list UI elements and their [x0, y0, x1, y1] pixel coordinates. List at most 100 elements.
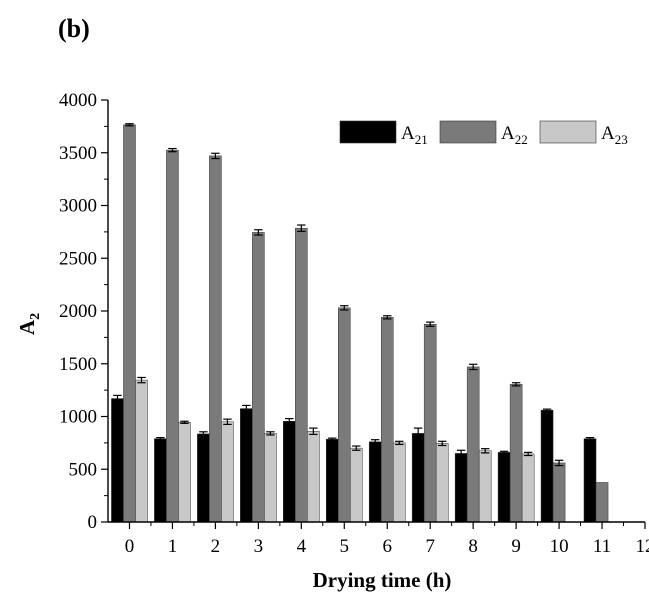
error-bar-21-10	[542, 408, 552, 412]
error-bar-22-5	[340, 305, 349, 311]
legend-item-21: A21	[339, 120, 428, 147]
error-bar-23-3	[266, 431, 275, 436]
bar-22-2	[209, 155, 222, 523]
x-tick-label-7: 7	[425, 536, 435, 557]
bar-23-2	[221, 421, 234, 523]
error-bar-21-3	[242, 404, 251, 413]
y-axis-title: A2	[15, 313, 43, 335]
y-tick-label-2500: 2500	[59, 248, 97, 269]
bar-23-5	[350, 447, 363, 523]
y-tick-label-500: 500	[69, 459, 98, 480]
bar-22-3	[252, 232, 265, 523]
error-bar-23-1	[180, 420, 189, 424]
x-axis-title: Drying time (h)	[313, 568, 452, 592]
error-bar-22-10	[554, 459, 564, 467]
bar-23-9	[521, 453, 535, 523]
error-bar-22-2	[211, 152, 220, 160]
axes-layer	[101, 99, 646, 529]
y-tick-label-4000: 4000	[59, 90, 97, 111]
bar-23-1	[178, 422, 191, 523]
x-tick-label-2: 2	[211, 536, 221, 557]
bar-21-8	[454, 453, 468, 523]
error-bar-21-8	[456, 449, 466, 458]
x-tick-label-6: 6	[382, 536, 392, 557]
legend-label-22: A22	[501, 123, 528, 147]
error-bar-22-3	[254, 229, 263, 236]
bar-21-5	[325, 438, 339, 523]
y-tick-label-1500: 1500	[59, 354, 97, 375]
error-bar-21-1	[156, 437, 165, 441]
error-bar-23-8	[480, 448, 490, 454]
error-bar-23-0	[137, 376, 146, 384]
bar-23-8	[478, 450, 492, 523]
x-tick-label-0: 0	[125, 536, 135, 557]
legend-label-23: A23	[601, 123, 628, 147]
bar-22-7	[423, 323, 437, 523]
error-bar-22-6	[383, 315, 392, 320]
legend-swatch-22	[439, 120, 497, 144]
bar-22-1	[166, 149, 179, 523]
error-bars-layer	[113, 123, 595, 467]
error-bar-22-8	[468, 363, 478, 371]
bar-22-8	[466, 366, 480, 523]
error-bar-23-6	[395, 440, 404, 446]
error-bar-23-2	[223, 418, 232, 426]
bars-layer	[111, 124, 609, 523]
x-tick-label-11: 11	[593, 536, 611, 557]
bar-21-10	[540, 409, 554, 523]
error-bar-23-9	[523, 451, 533, 457]
bar-22-10	[552, 462, 566, 523]
error-bar-22-0	[125, 123, 134, 127]
bar-21-4	[283, 420, 296, 523]
bar-22-6	[380, 317, 394, 523]
bar-22-11	[595, 482, 609, 523]
error-bar-21-0	[113, 394, 122, 403]
error-bar-23-5	[352, 445, 361, 451]
y-tick-label-1000: 1000	[59, 407, 97, 428]
y-tick-label-2000: 2000	[59, 301, 97, 322]
legend-label-21: A21	[401, 123, 428, 147]
error-bar-22-9	[511, 382, 521, 387]
error-bar-22-4	[297, 224, 306, 232]
error-bar-22-7	[425, 321, 435, 327]
x-tick-label-10: 10	[550, 536, 569, 557]
bar-23-6	[393, 442, 406, 523]
bar-22-0	[123, 124, 136, 523]
error-bar-21-11	[585, 437, 595, 441]
error-bar-21-9	[499, 450, 509, 455]
error-bar-23-4	[309, 427, 318, 436]
bar-21-2	[197, 433, 210, 523]
legend: A21 A22 A23	[339, 120, 628, 147]
error-bar-21-7	[413, 427, 423, 440]
bar-21-7	[411, 433, 425, 523]
bar-21-0	[111, 398, 124, 523]
x-tick-label-9: 9	[511, 536, 521, 557]
x-tick-label-5: 5	[340, 536, 350, 557]
error-bar-23-7	[438, 440, 447, 447]
bar-21-1	[154, 438, 167, 523]
bar-21-3	[240, 408, 253, 523]
bar-23-4	[307, 431, 320, 523]
bar-21-9	[497, 452, 511, 523]
y-axis-title-main: A	[15, 319, 39, 335]
legend-item-23: A23	[539, 120, 628, 147]
x-tick-label-12: 12	[636, 536, 649, 557]
panel-label: (b)	[58, 14, 90, 43]
y-axis-title-sub: 2	[28, 313, 43, 320]
x-tick-label-1: 1	[168, 536, 178, 557]
error-bar-21-6	[371, 439, 380, 445]
error-bar-21-5	[328, 437, 337, 441]
error-bar-22-1	[168, 147, 177, 153]
bar-21-11	[583, 438, 597, 523]
error-bar-21-4	[285, 418, 294, 425]
bar-22-9	[509, 384, 523, 523]
x-tick-label-8: 8	[468, 536, 478, 557]
y-tick-label-0: 0	[88, 512, 98, 533]
x-tick-label-3: 3	[254, 536, 264, 557]
error-bar-21-2	[199, 431, 208, 437]
legend-swatch-21	[339, 120, 397, 144]
bar-23-0	[135, 379, 148, 523]
bar-21-6	[368, 441, 382, 523]
